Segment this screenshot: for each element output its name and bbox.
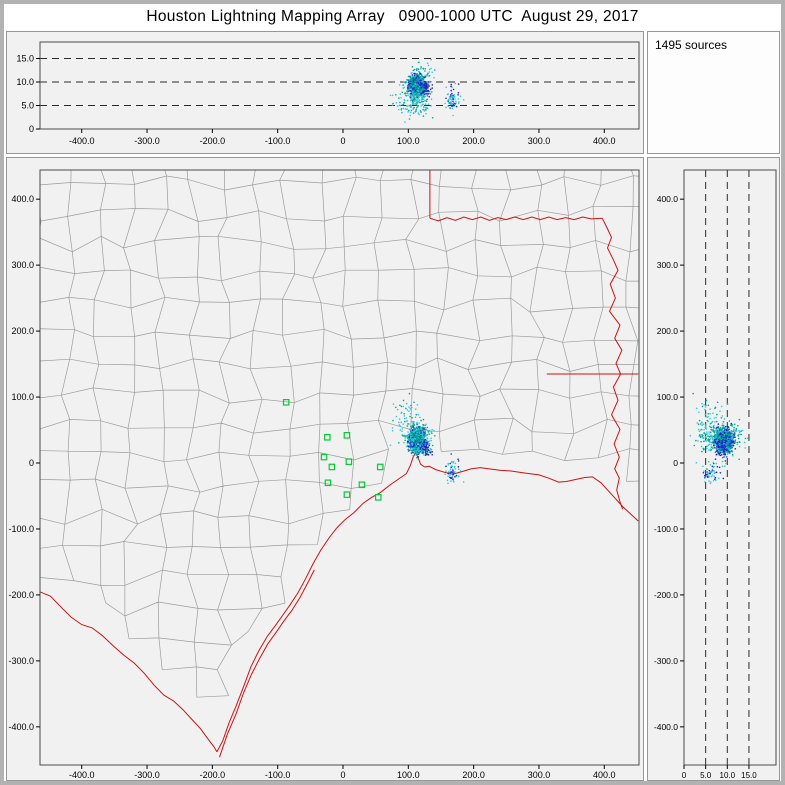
svg-text:10.0: 10.0 [720,771,736,780]
plan-view-map-plot: 400.0 300.0 200.0 100.0 0 -100.0 -200.0 -300.0 -… [8,169,640,780]
svg-text:-400.0: -400.0 [69,136,95,146]
svg-text:300.0: 300.0 [528,770,551,780]
svg-text:200.0: 200.0 [462,770,485,780]
svg-text:300.0: 300.0 [11,260,34,270]
svg-text:100.0: 100.0 [657,392,679,402]
svg-text:5.0: 5.0 [700,771,712,780]
svg-text:-200.0: -200.0 [200,770,226,780]
svg-text:-100.0: -100.0 [265,770,291,780]
svg-text:5.0: 5.0 [21,101,34,111]
svg-text:-100.0: -100.0 [654,524,678,534]
svg-text:0: 0 [29,458,34,468]
altitude-vs-ew-panel: -400.0 -300.0 -200.0 -100.0 0 100.0 200.0 300.0… [6,31,644,154]
svg-text:-300.0: -300.0 [134,770,160,780]
svg-text:10.0: 10.0 [16,77,34,87]
svg-text:15.0: 15.0 [741,771,757,780]
svg-text:-400.0: -400.0 [654,722,678,732]
svg-text:0: 0 [673,458,678,468]
svg-text:200.0: 200.0 [657,326,679,336]
svg-text:-100.0: -100.0 [8,524,34,534]
svg-text:100.0: 100.0 [397,136,420,146]
svg-text:400.0: 400.0 [11,194,34,204]
page-title: Houston Lightning Mapping Array 0900-100… [4,4,781,30]
svg-text:300.0: 300.0 [657,260,679,270]
svg-text:300.0: 300.0 [528,136,551,146]
svg-text:-300.0: -300.0 [134,136,160,146]
svg-text:-400.0: -400.0 [69,770,95,780]
altitude-vs-ns-plot: 400.0 300.0 200.0 100.0 0 -100.0 -200.0 -300.0 -… [654,169,777,780]
altitude-vs-ew-plot: -400.0 -300.0 -200.0 -100.0 0 100.0 200.0 300.0… [16,41,640,146]
plan-view-map-panel: 400.0 300.0 200.0 100.0 0 -100.0 -200.0 -300.0 -… [6,157,644,781]
svg-text:0: 0 [340,136,345,146]
source-count-panel: 1495 sources [647,31,780,154]
svg-text:400.0: 400.0 [593,770,616,780]
source-count: 1495 sources [655,38,728,52]
altitude-vs-ns-panel: 400.0 300.0 200.0 100.0 0 -100.0 -200.0 -300.0 -… [647,157,780,781]
svg-text:0: 0 [29,124,34,134]
svg-text:0: 0 [340,770,345,780]
svg-text:-300.0: -300.0 [8,656,34,666]
svg-text:200.0: 200.0 [462,136,485,146]
svg-text:-400.0: -400.0 [8,722,34,732]
svg-text:-200.0: -200.0 [8,590,34,600]
svg-text:-200.0: -200.0 [200,136,226,146]
svg-text:100.0: 100.0 [397,770,420,780]
svg-text:-300.0: -300.0 [654,656,678,666]
svg-text:0: 0 [682,771,687,780]
svg-text:200.0: 200.0 [11,326,34,336]
svg-text:400.0: 400.0 [593,136,616,146]
svg-text:15.0: 15.0 [16,54,34,64]
svg-text:100.0: 100.0 [11,392,34,402]
svg-text:400.0: 400.0 [657,194,679,204]
svg-text:-100.0: -100.0 [265,136,291,146]
svg-text:-200.0: -200.0 [654,590,678,600]
